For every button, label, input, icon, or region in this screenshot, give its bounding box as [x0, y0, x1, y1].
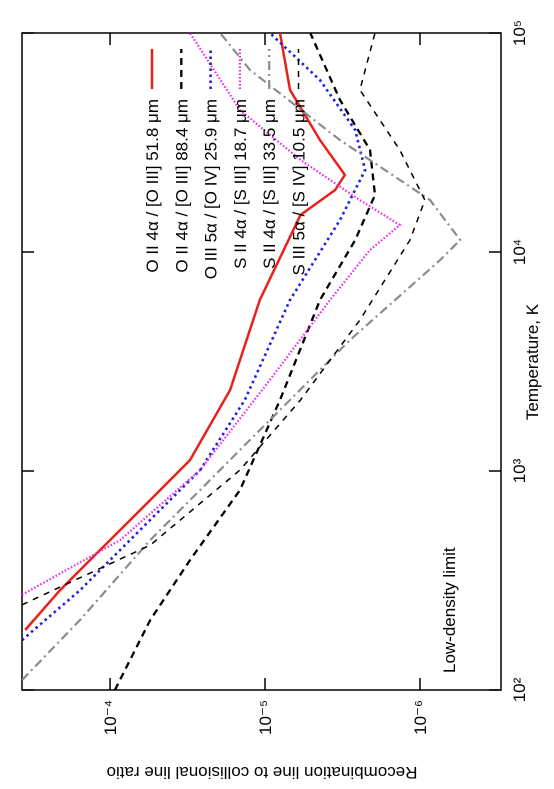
legend-label: O II 4α / [O III] 51.8 μm	[143, 99, 162, 273]
y-tick-label: 10⁻⁵	[256, 700, 275, 735]
x-tick-label: 10⁴	[510, 239, 529, 265]
series-line	[22, 33, 402, 596]
series-line	[22, 33, 462, 681]
x-tick-label: 10⁵	[510, 20, 529, 46]
legend-label: O II 4α / [O III] 88.4 μm	[172, 99, 191, 273]
y-tick-label: 10⁻⁶	[411, 700, 430, 735]
series-line	[113, 33, 377, 690]
x-tick-label: 10³	[510, 458, 529, 483]
plot-frame	[21, 32, 502, 691]
legend-label: S II 4α / [S III] 18.7 μm	[231, 99, 250, 269]
x-tick-label: 10²	[510, 677, 529, 702]
legend-label: S II 4α / [S III] 33.5 μm	[260, 99, 279, 269]
legend-label: S III 5α / [S IV] 10.5 μm	[290, 99, 309, 275]
y-tick-label: 10⁻⁴	[101, 700, 120, 735]
series-line	[24, 33, 347, 631]
x-axis-label: Temperature, K	[523, 303, 542, 420]
annotation: Low-density limit	[440, 547, 459, 673]
series-line	[22, 33, 426, 606]
legend-label: O III 5α / [O IV] 25.9 μm	[202, 99, 221, 279]
rotated-plot: Low-density limit Temperature, K Recombi…	[21, 20, 542, 782]
y-axis-label: Recombination line to collisional line r…	[107, 763, 418, 782]
series-line	[22, 33, 367, 642]
